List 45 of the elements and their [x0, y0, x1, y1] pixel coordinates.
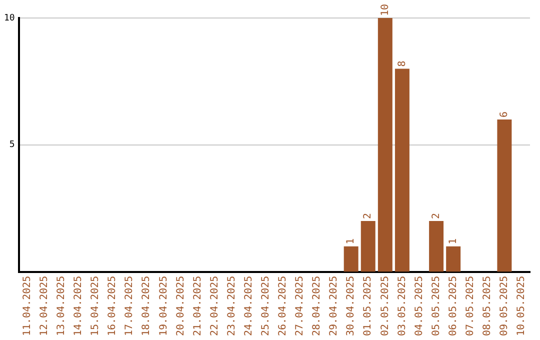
bar: [429, 221, 444, 272]
x-tick-label: 17.04.2025: [124, 276, 136, 336]
data-label: 6: [499, 111, 510, 118]
x-tick-label: 06.05.2025: [448, 276, 459, 336]
x-tick-label: 07.05.2025: [464, 276, 476, 336]
x-tick-label: 09.05.2025: [499, 276, 510, 336]
x-tick-label: 25.04.2025: [260, 276, 272, 336]
x-tick-label: 10.05.2025: [516, 276, 528, 336]
x-tick-label: 01.05.2025: [362, 276, 374, 336]
bar: [394, 68, 410, 272]
x-tick-label: 16.04.2025: [107, 276, 118, 336]
data-label: 2: [430, 213, 442, 220]
x-tick-label: 20.04.2025: [175, 276, 186, 336]
x-tick-label: 23.04.2025: [226, 276, 238, 336]
x-tick-label: 15.04.2025: [90, 276, 102, 336]
x-tick-label: 28.04.2025: [312, 276, 323, 336]
data-label: 1: [346, 238, 357, 244]
x-tick-label: 19.04.2025: [158, 276, 170, 336]
x-tick-label: 14.04.2025: [73, 276, 84, 336]
x-tick-label: 29.04.2025: [328, 276, 340, 336]
bar: [497, 120, 512, 272]
x-tick-label: 24.04.2025: [243, 276, 254, 336]
x-tick-label: 08.05.2025: [482, 276, 493, 336]
data-label: 1: [448, 238, 459, 244]
bar: [360, 221, 376, 272]
x-tick-label: 03.05.2025: [396, 276, 408, 336]
bar: [378, 18, 392, 272]
x-tick-label: 30.04.2025: [346, 276, 357, 336]
data-label: 10: [380, 4, 391, 16]
x-tick-label: 02.05.2025: [380, 276, 391, 336]
x-tick-label: 27.04.2025: [294, 276, 306, 336]
x-tick-label: 13.04.2025: [56, 276, 68, 336]
data-label: 2: [362, 213, 374, 220]
x-tick-label: 11.04.2025: [22, 276, 33, 336]
y-tick-label: 5: [9, 140, 15, 150]
x-tick-label: 21.04.2025: [192, 276, 204, 336]
bar: [344, 246, 358, 272]
bar: [446, 246, 461, 272]
x-tick-label: 26.04.2025: [278, 276, 289, 336]
x-tick-label: 18.04.2025: [141, 276, 152, 336]
x-tick-label: 05.05.2025: [430, 276, 442, 336]
x-tick-label: 12.04.2025: [38, 276, 50, 336]
data-label: 8: [396, 60, 408, 67]
x-tick-label: 04.05.2025: [414, 276, 425, 336]
x-tick-label: 22.04.2025: [209, 276, 220, 336]
